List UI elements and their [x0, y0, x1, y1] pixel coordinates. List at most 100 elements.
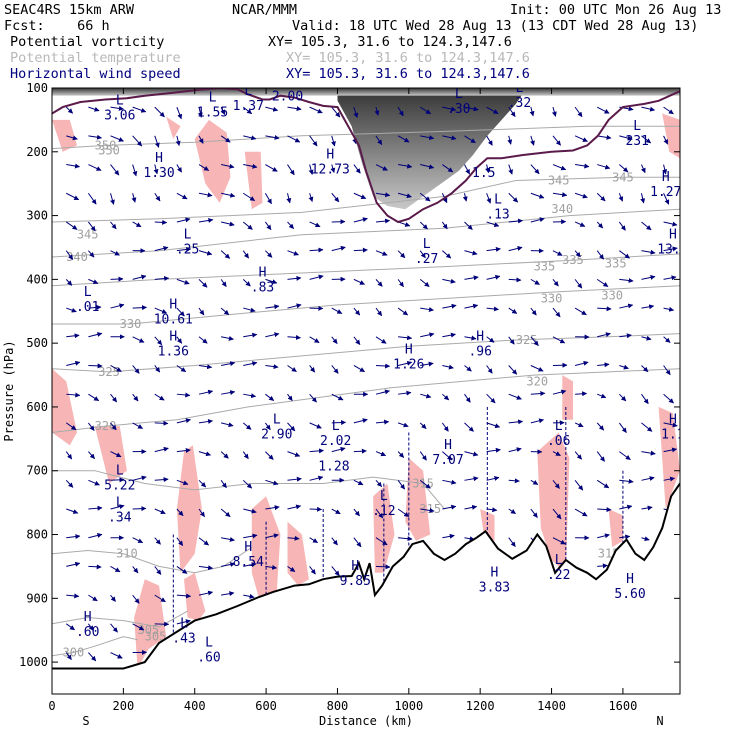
center-type: L	[84, 285, 92, 300]
wind-vector	[176, 448, 191, 454]
wind-vector	[287, 451, 301, 457]
wind-vector	[596, 106, 610, 114]
wind-vector	[552, 389, 567, 395]
wind-vector	[353, 365, 365, 373]
wind-vector	[154, 106, 165, 118]
wind-vector	[309, 537, 318, 544]
wind-vector	[221, 390, 236, 395]
wind-vector	[65, 623, 75, 631]
wind-vector	[198, 279, 208, 288]
wind-vector	[88, 479, 100, 486]
wind-vector	[176, 106, 183, 120]
wind-vector	[619, 333, 632, 339]
wind-vector	[221, 422, 234, 428]
wind-vector	[242, 279, 251, 287]
wind-vector	[486, 447, 501, 453]
wind-vector	[419, 278, 430, 287]
center-type: L	[633, 119, 641, 134]
wind-vector	[308, 193, 314, 203]
wind-vector	[353, 247, 368, 253]
theta-label: 335	[605, 256, 627, 270]
wind-vector	[110, 422, 117, 431]
forecast-hour: Fcst: 66 h	[4, 18, 110, 34]
field-pv-name: Potential vorticity	[10, 34, 165, 50]
axes: 100 200 300 400 500 600 700 800 900 1000 0 200 400 60…	[19, 81, 680, 713]
wind-vector	[221, 192, 236, 198]
wind-vector	[154, 246, 169, 252]
stratosphere-region	[337, 88, 527, 210]
wind-vector	[243, 562, 257, 568]
wind-vector	[309, 106, 323, 114]
wind-vector	[619, 451, 631, 461]
wind-vector	[420, 507, 435, 513]
wind-vector	[287, 164, 295, 176]
center-type: L	[184, 227, 192, 242]
wind-vector	[243, 307, 256, 313]
wind-vector	[397, 135, 410, 143]
wind-vector	[220, 135, 231, 143]
wind-vector	[110, 250, 120, 256]
center-value: 1.30	[143, 166, 174, 181]
wind-vector	[154, 192, 161, 202]
terrain-fill	[52, 483, 680, 694]
wind-vector	[221, 361, 236, 367]
wind-vector	[397, 106, 404, 117]
wind-vector	[641, 274, 656, 280]
pv-region	[373, 483, 395, 573]
field-wind-name: Horizontal wind speed	[10, 66, 181, 82]
wind-vector	[662, 164, 668, 175]
center-type: H	[326, 148, 334, 163]
wind-vector	[397, 279, 404, 288]
wind-vector	[65, 250, 74, 260]
wind-vector	[420, 135, 435, 141]
wind-vector	[331, 307, 343, 314]
wind-vector	[619, 364, 629, 370]
theta-label: 335	[534, 260, 556, 274]
wind-vector	[574, 508, 588, 517]
wind-vector	[641, 536, 650, 542]
center-value: 3.83	[479, 581, 510, 596]
y-tick-label: 500	[26, 336, 48, 350]
wind-vector	[529, 107, 535, 117]
wind-vector	[618, 422, 627, 433]
wind-vector	[420, 332, 435, 338]
wind-vector	[132, 506, 147, 512]
wind-vector	[663, 365, 671, 376]
wind-vector	[597, 134, 612, 140]
y-tick-label: 300	[26, 209, 48, 223]
wind-vector	[597, 563, 608, 569]
wind-vector	[88, 250, 95, 258]
wind-vector	[441, 422, 449, 432]
wind-vector	[618, 193, 624, 202]
wind-vector	[220, 480, 227, 489]
wind-vector	[508, 393, 522, 400]
wind-vector	[596, 221, 604, 229]
center-type: L	[116, 463, 124, 478]
wind-vector	[265, 364, 279, 370]
wind-vector	[398, 390, 412, 396]
wind-vector	[176, 508, 184, 517]
center-value: .01	[76, 300, 99, 315]
wind-vector	[619, 303, 634, 309]
wind-vector	[486, 135, 493, 146]
wind-vector	[220, 250, 231, 259]
wind-vector	[154, 446, 169, 453]
wind-vector	[132, 106, 147, 113]
plot-frame	[51, 87, 681, 695]
wind-vector	[153, 164, 159, 175]
wind-vector	[641, 365, 649, 373]
wind-vector	[530, 217, 545, 223]
wind-vector	[508, 307, 518, 314]
wind-vector	[110, 303, 125, 309]
center-type: L	[244, 84, 252, 99]
x-tick-label: 200	[113, 699, 135, 713]
wind-vector	[486, 306, 499, 312]
wind-vector	[663, 476, 676, 482]
wind-vector	[464, 221, 473, 230]
wind-vector	[243, 508, 257, 514]
wind-vector	[176, 392, 191, 398]
y-tick-label: 800	[26, 528, 48, 542]
valid-time: Valid: 18 UTC Wed 28 Aug 13 (13 CDT Wed …	[292, 18, 699, 34]
wind-vector	[353, 418, 368, 424]
wind-vector	[243, 332, 258, 338]
